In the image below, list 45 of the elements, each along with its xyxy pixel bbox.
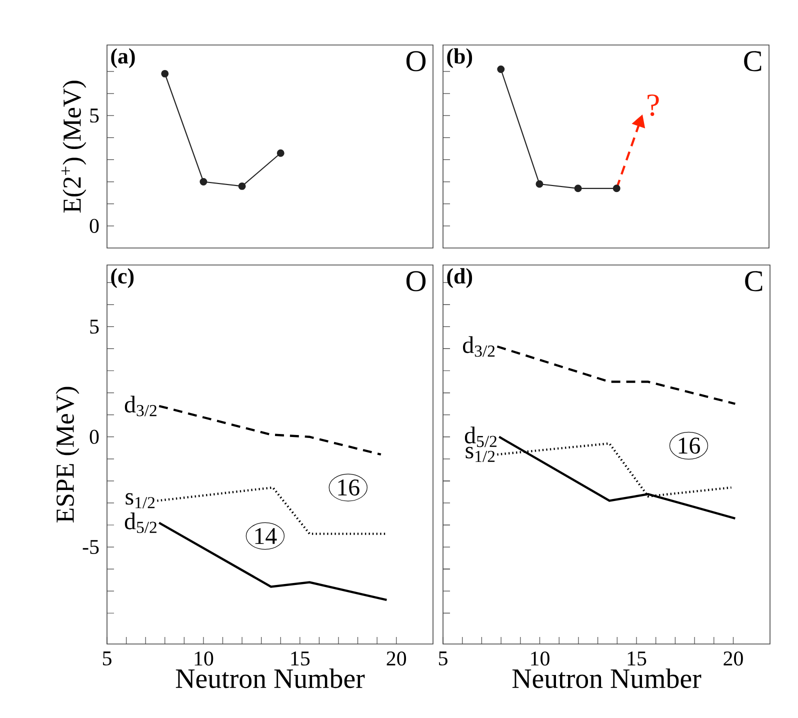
point — [200, 178, 208, 186]
chart-title: (c) — [111, 268, 134, 288]
series-label: d$_{3/2}$ — [124, 396, 156, 416]
point — [497, 66, 505, 74]
line-series — [158, 522, 388, 602]
y-tick-label: 0 — [90, 430, 99, 444]
y-tick-label: -5 — [82, 540, 99, 554]
chart-title: (a) — [111, 48, 135, 68]
point — [612, 184, 620, 192]
annotation: 16 — [338, 480, 360, 496]
chart-title: (b) — [447, 48, 472, 68]
x-tick-label: 10 — [194, 652, 214, 666]
x-tick-label: 5 — [102, 652, 112, 666]
x-axis-title: Neutron Number — [512, 668, 702, 688]
annotation: ? — [648, 94, 659, 116]
series-label: s$_{1/2}$ — [126, 493, 155, 508]
x-tick-label: 20 — [386, 652, 406, 666]
y-tick-label: 5 — [90, 108, 99, 123]
series-label: d$_{5/2}$ — [124, 512, 156, 534]
chart-subtitle: C — [745, 271, 762, 292]
point — [574, 184, 582, 192]
chart-title: (d) — [447, 268, 472, 288]
series-label: d$_{3/2}$ — [463, 336, 495, 357]
y-axis-title: E(2$^{+}$) (MeV) — [61, 80, 86, 213]
x-tick-label: 10 — [531, 652, 550, 666]
point — [276, 149, 284, 157]
annotation: 16 — [678, 438, 700, 454]
x-axis-title: Neutron Number — [176, 668, 365, 688]
x-tick-label: 20 — [724, 652, 743, 666]
y-tick-label: 5 — [90, 320, 99, 334]
chart-subtitle: O — [406, 51, 426, 72]
x-tick-label: 15 — [628, 652, 646, 666]
x-tick-label: 15 — [291, 652, 310, 666]
chart-subtitle: C — [744, 51, 762, 72]
series-label: d$_{5/2}$ — [464, 426, 496, 448]
y-tick-label: 0 — [90, 218, 99, 233]
x-tick-label: 5 — [439, 652, 448, 666]
point — [238, 182, 246, 190]
chart-subtitle: O — [406, 271, 426, 292]
y-axis-title: ESPE (MeV) — [56, 386, 80, 522]
series-label: s$_{1/2}$ — [466, 446, 495, 462]
line-series — [158, 404, 382, 456]
point — [536, 180, 544, 188]
annotation: 14 — [255, 528, 277, 544]
point — [161, 70, 169, 78]
